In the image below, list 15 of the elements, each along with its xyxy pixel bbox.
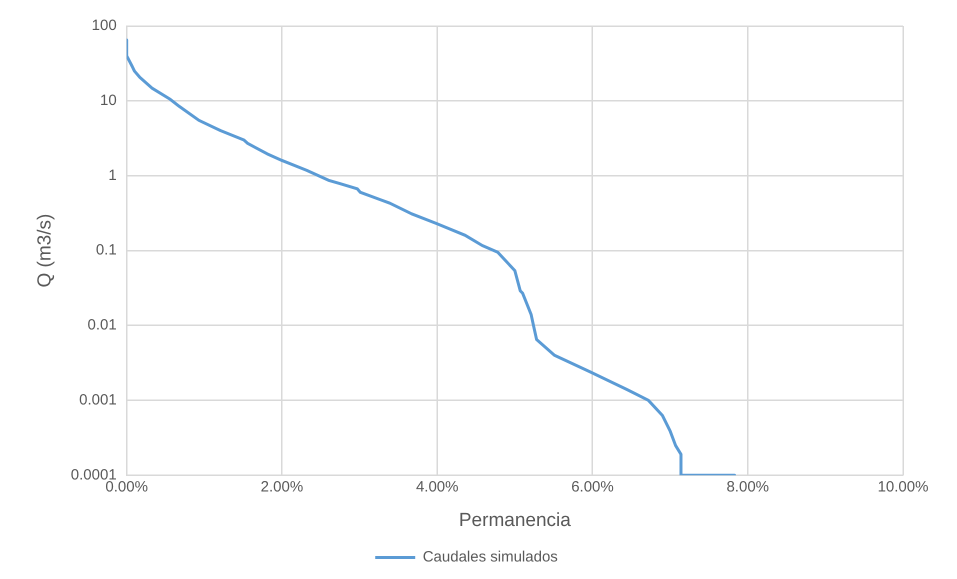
y-tick-label: 0.1: [96, 242, 117, 259]
y-tick-label: 10: [100, 92, 117, 110]
y-tick-label: 1: [108, 166, 117, 184]
y-tick-label: 100: [92, 17, 117, 34]
x-tick-label: 6.00%: [571, 478, 614, 496]
y-tick-label: 0.01: [87, 316, 117, 334]
x-tick-label: 0.00%: [105, 478, 148, 496]
x-tick-label: 4.00%: [416, 478, 458, 496]
y-axis-title: Q (m3/s): [34, 214, 56, 288]
x-axis-title: Permanencia: [458, 510, 572, 531]
y-tick-label: 0.001: [79, 391, 117, 408]
legend-label: Caudales simulados: [422, 548, 558, 566]
x-tick-label: 8.00%: [726, 478, 770, 496]
x-tick-label: 2.00%: [260, 478, 304, 496]
x-tick-label: 10.00%: [878, 478, 928, 496]
